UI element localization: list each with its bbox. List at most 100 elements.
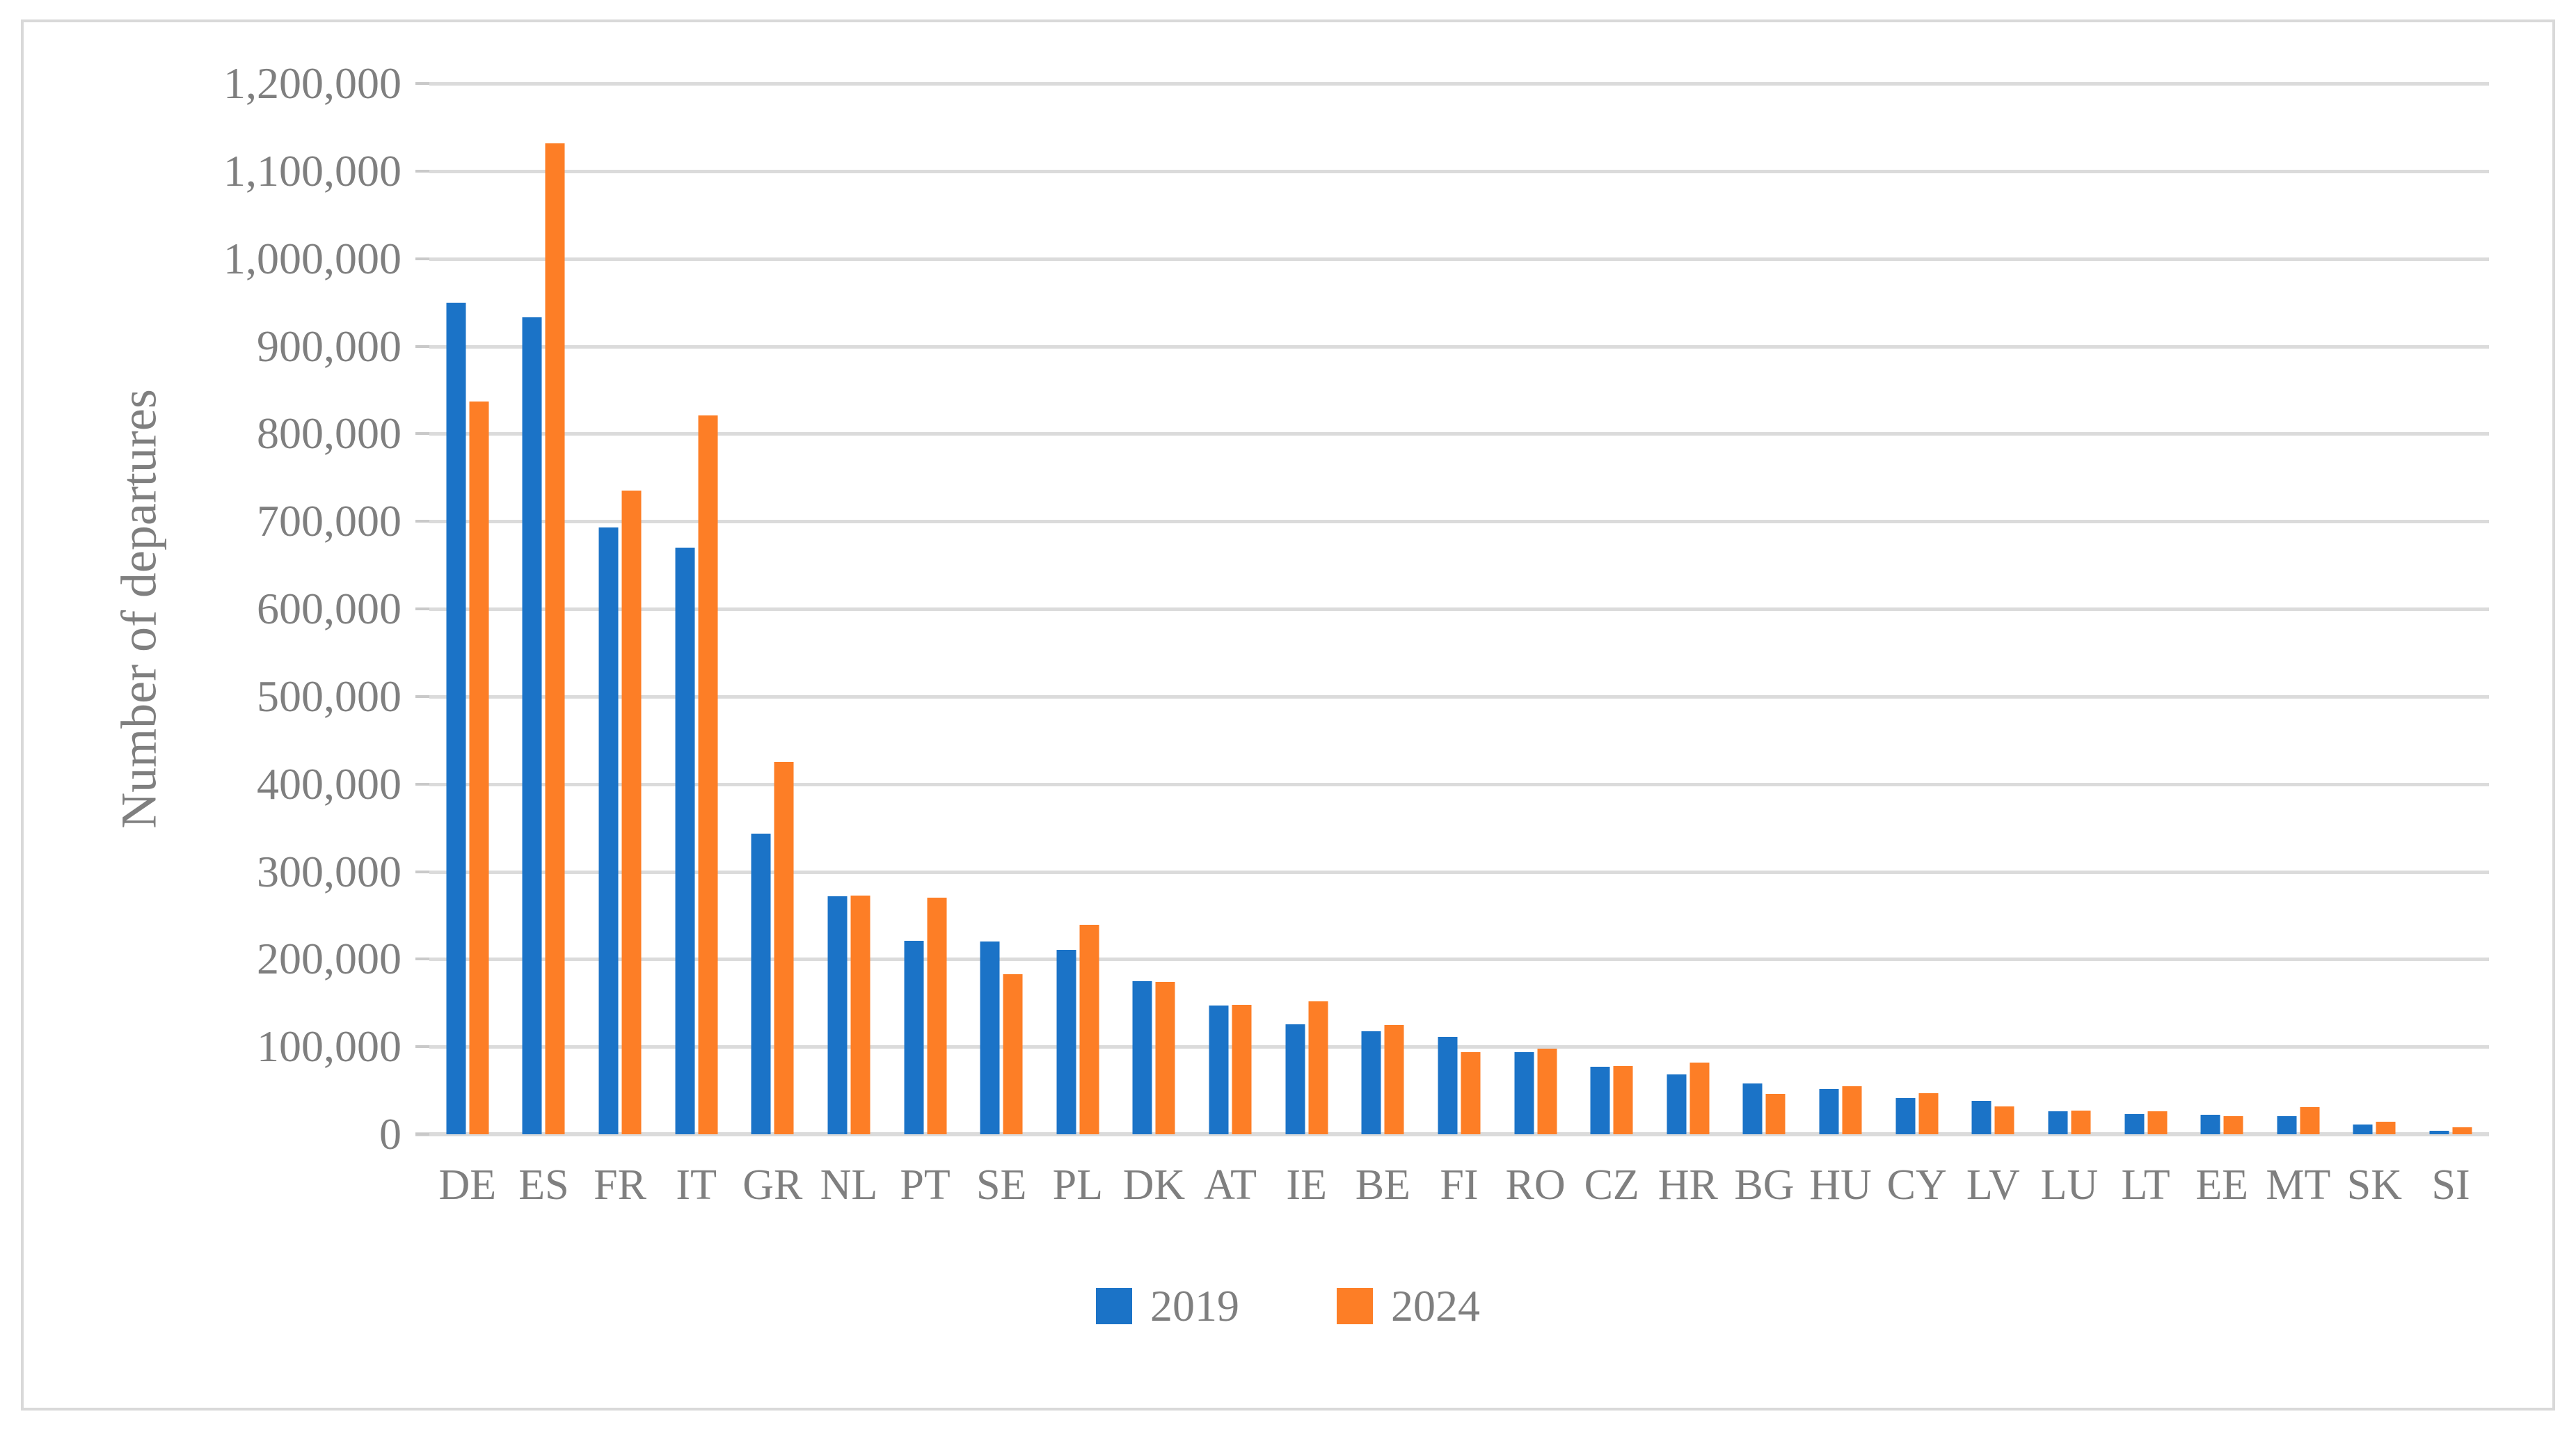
plot-area: 0 100,000 200,000 300,000 400,000 500,000 600,… xyxy=(223,61,2489,1207)
y-tick-mark xyxy=(415,520,429,523)
bar-AT-2019 xyxy=(1209,1006,1229,1134)
gridline-100000 xyxy=(429,1045,2489,1049)
bar-pair-PL xyxy=(1056,925,1099,1134)
bar-RO-2019 xyxy=(1514,1051,1534,1134)
y-tick-label: 0 xyxy=(379,1109,401,1159)
bar-pair-DE xyxy=(446,302,489,1134)
bar-group-PT: PT xyxy=(887,84,964,1207)
x-axis-label-LT: LT xyxy=(2121,1161,2170,1209)
bar-pair-FI xyxy=(1438,1037,1481,1134)
bar-EE-2024 xyxy=(2223,1115,2243,1134)
bar-pair-MT xyxy=(2277,1107,2320,1134)
bar-HR-2024 xyxy=(1689,1062,1710,1134)
legend-label-2024: 2024 xyxy=(1391,1281,1480,1330)
x-axis-label-ES: ES xyxy=(518,1161,569,1209)
gridline-300000 xyxy=(429,870,2489,874)
bar-pair-CY xyxy=(1895,1093,1939,1134)
bar-group-BG: BG xyxy=(1726,84,1803,1207)
bar-pair-IT xyxy=(675,415,718,1134)
bar-SI-2024 xyxy=(2452,1127,2472,1134)
bar-ES-2019 xyxy=(522,317,542,1134)
legend-swatch-2019 xyxy=(1096,1288,1132,1324)
bar-LT-2019 xyxy=(2124,1114,2145,1134)
bar-GR-2019 xyxy=(751,834,771,1134)
bar-IT-2024 xyxy=(698,415,718,1134)
x-axis-label-GR: GR xyxy=(742,1161,803,1209)
legend-item-2024: 2024 xyxy=(1337,1284,1480,1328)
bar-group-ES: ES xyxy=(506,84,582,1207)
bar-LV-2019 xyxy=(1971,1101,1991,1134)
y-tick-label: 600,000 xyxy=(257,584,401,633)
y-tick-label: 800,000 xyxy=(257,408,401,459)
bar-LU-2024 xyxy=(2071,1111,2091,1134)
y-tick-mark xyxy=(415,257,429,260)
bar-PT-2019 xyxy=(904,940,924,1134)
bar-group-CY: CY xyxy=(1879,84,1955,1207)
bar-CZ-2024 xyxy=(1613,1065,1633,1134)
bar-SK-2019 xyxy=(2353,1125,2373,1134)
gridline-700000 xyxy=(429,520,2489,524)
bar-IE-2024 xyxy=(1308,1001,1328,1134)
y-tick-label: 1,100,000 xyxy=(223,145,401,196)
gridline-200000 xyxy=(429,958,2489,962)
y-tick-label: 100,000 xyxy=(257,1022,401,1072)
bar-pair-RO xyxy=(1514,1048,1557,1134)
gridline-400000 xyxy=(429,782,2489,786)
bar-LT-2024 xyxy=(2147,1111,2168,1134)
x-axis-label-BE: BE xyxy=(1355,1161,1410,1209)
x-axis-label-PL: PL xyxy=(1052,1161,1103,1209)
bar-LU-2019 xyxy=(2048,1111,2068,1134)
bar-pair-ES xyxy=(522,143,565,1134)
bar-pair-BE xyxy=(1361,1024,1404,1134)
bar-MT-2024 xyxy=(2300,1107,2320,1134)
bar-group-SI: SI xyxy=(2412,84,2489,1207)
x-axis-label-DE: DE xyxy=(438,1161,497,1209)
bar-pair-FR xyxy=(598,491,642,1134)
y-tick-label: 700,000 xyxy=(257,496,401,546)
bar-pair-LV xyxy=(1971,1101,2014,1134)
x-axis-label-LV: LV xyxy=(1966,1161,2020,1209)
bar-group-BE: BE xyxy=(1345,84,1422,1207)
x-axis-label-NL: NL xyxy=(820,1161,878,1209)
bar-group-IT: IT xyxy=(658,84,735,1207)
bar-pair-DK xyxy=(1132,980,1175,1134)
bar-PL-2019 xyxy=(1056,949,1076,1134)
bar-group-SE: SE xyxy=(963,84,1040,1207)
x-axis-label-LU: LU xyxy=(2040,1161,2099,1209)
bar-pair-SK xyxy=(2353,1122,2396,1134)
bar-CZ-2019 xyxy=(1590,1067,1610,1134)
bar-group-RO: RO xyxy=(1497,84,1574,1207)
y-tick-label: 400,000 xyxy=(257,758,401,809)
bar-FR-2024 xyxy=(621,491,642,1134)
x-axis-label-RO: RO xyxy=(1505,1161,1566,1209)
bar-HR-2019 xyxy=(1667,1074,1687,1134)
bar-pair-BG xyxy=(1742,1083,1786,1134)
bar-IT-2019 xyxy=(675,547,695,1134)
bar-HU-2024 xyxy=(1842,1086,1862,1134)
y-tick-mark xyxy=(415,1045,429,1049)
bar-group-DK: DK xyxy=(1116,84,1193,1207)
bar-FI-2019 xyxy=(1438,1037,1458,1134)
x-axis-label-MT: MT xyxy=(2266,1161,2331,1209)
bar-pair-LU xyxy=(2048,1111,2091,1134)
bar-pair-PT xyxy=(904,898,947,1134)
y-tick-mark xyxy=(415,169,429,173)
y-tick-mark xyxy=(415,694,429,698)
bar-group-GR: GR xyxy=(735,84,811,1207)
bar-group-EE: EE xyxy=(2184,84,2260,1207)
gridline-600000 xyxy=(429,607,2489,611)
x-axis-label-SE: SE xyxy=(976,1161,1027,1209)
figure-border xyxy=(21,19,2555,1411)
x-axis-label-BG: BG xyxy=(1734,1161,1795,1209)
bar-SE-2024 xyxy=(1003,974,1023,1134)
y-tick-mark xyxy=(415,344,429,348)
x-axis-label-SK: SK xyxy=(2346,1161,2403,1209)
bar-BE-2024 xyxy=(1384,1024,1404,1134)
bar-GR-2024 xyxy=(774,762,794,1134)
bar-DK-2019 xyxy=(1132,980,1152,1134)
bar-AT-2024 xyxy=(1232,1004,1252,1134)
y-tick-mark xyxy=(415,82,429,85)
bar-RO-2024 xyxy=(1537,1048,1557,1134)
bar-pair-CZ xyxy=(1590,1065,1633,1134)
bar-group-LV: LV xyxy=(1955,84,2032,1207)
